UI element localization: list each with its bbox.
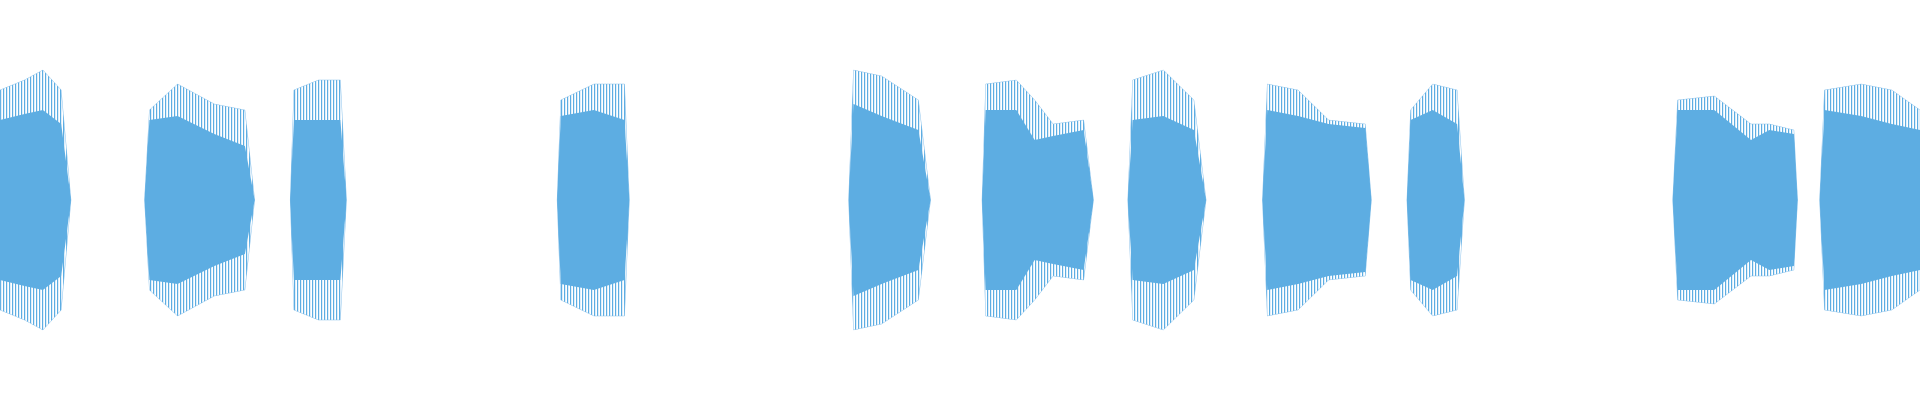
waveform-body — [982, 110, 1094, 290]
waveform-body — [1819, 110, 1920, 290]
waveform-body — [557, 110, 630, 290]
waveform-body — [1406, 110, 1465, 290]
waveform-body — [1127, 116, 1207, 284]
waveform-body — [848, 104, 931, 296]
waveform-body — [0, 110, 71, 290]
waveform-body — [1672, 110, 1798, 290]
waveform-body — [144, 116, 255, 284]
waveform-body — [1262, 110, 1372, 290]
waveform-body — [290, 120, 347, 280]
